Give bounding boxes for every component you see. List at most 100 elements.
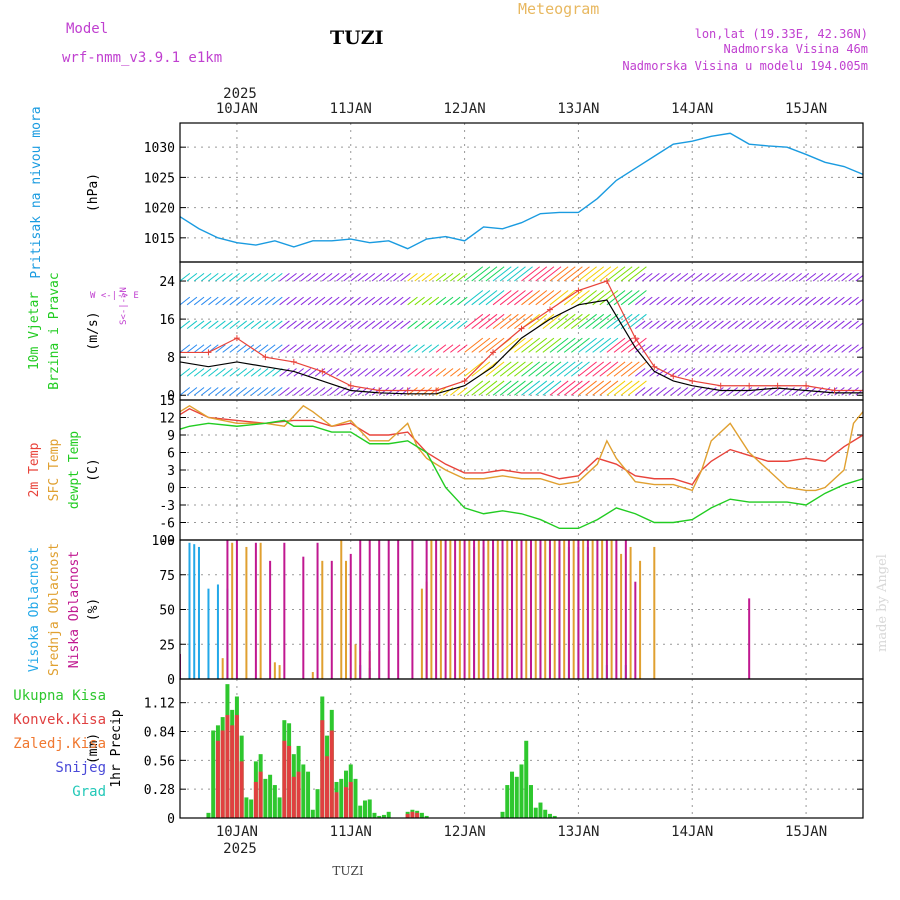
wind-barb <box>193 272 205 282</box>
bar-mid_cloud <box>458 540 461 679</box>
wind-barb <box>656 387 667 396</box>
wind-barb <box>563 337 583 353</box>
bar-mid_cloud <box>653 546 656 679</box>
gust-marker <box>632 335 639 342</box>
wind-barb <box>542 361 562 377</box>
wind-barb <box>378 320 390 330</box>
wind-barb <box>378 387 390 396</box>
gust-marker <box>518 325 525 332</box>
wind-barb <box>642 387 653 396</box>
wind-barb <box>748 296 760 306</box>
wind-barb <box>329 296 340 306</box>
wind-barb <box>563 361 583 377</box>
gust-marker <box>546 306 553 313</box>
bar-conv_precip <box>230 725 235 818</box>
bar-conv_precip <box>234 715 239 818</box>
wind-barb <box>777 368 788 377</box>
bar-total_precip <box>419 812 424 818</box>
coordinates: lon,lat (19.33E, 42.36N) <box>695 27 868 41</box>
wind-barb <box>606 380 626 396</box>
elevation: Nadmorska Visina 46m <box>724 42 869 56</box>
bar-mid_cloud <box>311 672 314 679</box>
wind-barb <box>563 313 583 330</box>
wind-barb <box>208 387 219 396</box>
wind-barb <box>471 380 491 396</box>
wind-barb <box>834 344 845 353</box>
wind-barb <box>741 368 753 377</box>
wind-barb <box>841 387 852 396</box>
wind-barb <box>748 344 760 353</box>
wind-barb <box>599 266 619 282</box>
wind-barb <box>734 296 746 306</box>
wind-barb <box>684 344 696 353</box>
bar-low_cloud <box>235 540 238 679</box>
wind-barb <box>570 361 590 377</box>
y-tick-label: 50 <box>159 604 175 619</box>
bar-mid_cloud <box>525 540 528 679</box>
wind-barb <box>407 272 418 282</box>
wind-barb <box>201 272 212 282</box>
gust-marker <box>603 278 610 285</box>
wind-barb <box>627 266 647 282</box>
wind-barb <box>606 313 626 330</box>
bar-low_cloud <box>368 540 371 679</box>
wind-barb <box>393 344 404 353</box>
wind-barb <box>364 387 376 396</box>
wind-barb <box>649 387 660 396</box>
wind-barb <box>506 361 526 377</box>
wind-barb <box>180 272 191 282</box>
wind-barb <box>336 320 347 330</box>
gust-marker <box>803 382 810 389</box>
bar-mid_cloud <box>321 560 324 679</box>
y-tick-label: 8 <box>167 351 175 366</box>
wind-barb <box>627 290 647 306</box>
wind-barb <box>834 320 845 330</box>
bar-total_precip <box>372 812 377 818</box>
wind-barb <box>478 266 498 282</box>
wind-barb <box>478 313 498 330</box>
wind-barb <box>407 344 418 353</box>
wind-barb <box>386 320 397 330</box>
wind-barb <box>215 387 226 396</box>
wind-barb <box>784 368 795 377</box>
y-tick-label: 1025 <box>144 171 175 186</box>
wind-barb <box>791 387 802 396</box>
wind-barb <box>435 320 447 330</box>
legend-item: Zaledj.Kisa <box>13 736 106 752</box>
bar-low_cloud <box>226 540 229 679</box>
wind-barb <box>820 320 831 330</box>
wind-barb <box>343 368 354 377</box>
wind-barb <box>684 387 696 396</box>
wind-barb <box>514 337 533 353</box>
year-top: 2025 <box>223 86 257 102</box>
y-tick-label: 0 <box>167 812 175 827</box>
wind-barb <box>620 290 640 306</box>
wind-barb <box>243 272 255 282</box>
legend-item: Konvek.Kisa <box>13 712 106 728</box>
wind-barb <box>635 368 646 377</box>
wind-barb <box>642 296 653 306</box>
panel-ylabel: SFC Temp <box>47 439 62 502</box>
wind-barb <box>421 368 433 377</box>
wind-barb <box>250 320 262 330</box>
location-title: TUZI <box>330 27 384 49</box>
bar-low_cloud <box>558 540 561 679</box>
wind-barb <box>606 266 626 282</box>
wind-barb <box>314 368 326 377</box>
wind-barb <box>286 344 297 353</box>
bar-total_precip <box>211 730 216 818</box>
wind-barb <box>570 266 590 282</box>
wind-barb <box>386 344 397 353</box>
wind-barb <box>720 272 731 282</box>
wind-barb <box>556 361 576 377</box>
wind-barb <box>421 296 433 306</box>
wind-barb <box>193 344 205 353</box>
wind-barb <box>364 296 376 306</box>
wind-barb <box>236 387 248 396</box>
wind-barb <box>706 296 717 306</box>
wind-barb <box>528 337 548 353</box>
wind-barb <box>180 387 191 396</box>
wind-barb <box>649 344 660 353</box>
wind-barb <box>250 368 262 377</box>
bar-total_precip <box>339 778 344 818</box>
